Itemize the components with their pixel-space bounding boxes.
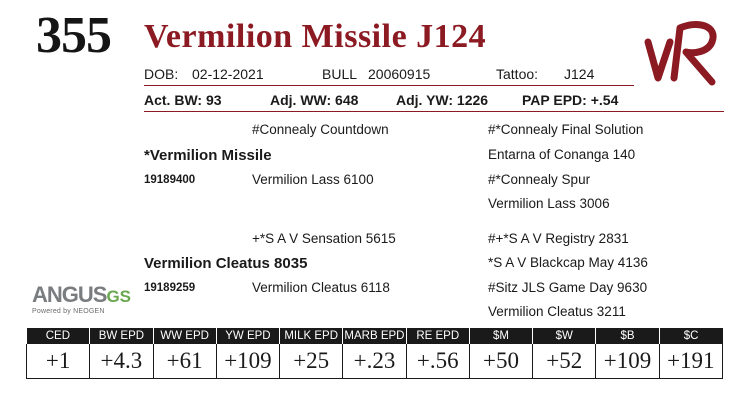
epd-header-5: MARB EPD [342, 328, 407, 344]
ggp-4: Vermilion Lass 3006 [488, 196, 610, 211]
epd-header-10: $C [658, 328, 723, 344]
epd-header-0: CED [26, 328, 90, 344]
epd-header-7: $M [468, 328, 533, 344]
dob-label: DOB: [144, 66, 179, 82]
ggp-6: *S A V Blackcap May 4136 [488, 255, 648, 270]
angus-gs-logo: ANGUSGS Powered by NEOGEN [32, 282, 132, 322]
epd-header-3: YW EPD [215, 328, 280, 344]
epd-header-9: $B [595, 328, 660, 344]
epd-value-5: +.23 [342, 344, 407, 379]
epd-value-6: +.56 [405, 344, 470, 379]
sire-sire: #Connealy Countdown [252, 122, 389, 137]
epd-header-1: BW EPD [89, 328, 154, 344]
ggp-2: Entarna of Conanga 140 [488, 147, 636, 162]
sire-reg: 19189400 [144, 174, 196, 186]
powered-by-text: Powered by NEOGEN [32, 308, 105, 315]
epd-value-0: +1 [25, 344, 90, 379]
lot-number: 355 [36, 7, 112, 64]
ggp-8: Vermilion Cleatus 3211 [488, 304, 626, 319]
dob-value: 02-12-2021 [192, 66, 264, 82]
adjusted-ww: Adj. WW: 648 [270, 92, 359, 108]
sire-name: *Vermilion Missile [144, 147, 272, 164]
epd-header-row: CED BW EPD WW EPD YW EPD MILK EPD MARB EPD RE … [26, 328, 723, 344]
epd-value-9: +109 [595, 344, 660, 379]
weights-row: Act. BW: 93 Adj. WW: 648 Adj. YW: 1226 P… [144, 90, 724, 112]
angus-logo-text: ANGUS [32, 282, 107, 307]
birth-info-row: DOB: 02-12-2021 BULL 20060915 Tattoo: J1… [144, 64, 634, 86]
dam-sire: +*S A V Sensation 5615 [252, 231, 396, 246]
sire-dam: Vermilion Lass 6100 [252, 172, 374, 187]
epd-value-10: +191 [658, 344, 724, 379]
dam-reg: 19189259 [144, 282, 196, 294]
dam-dam: Vermilion Cleatus 6118 [252, 280, 390, 295]
ggp-7: #Sitz JLS Game Day 9630 [488, 280, 648, 295]
gs-logo-text: GS [106, 287, 132, 306]
animal-name: Vermilion Missile J124 [144, 18, 487, 55]
registration-number: 20060915 [368, 66, 431, 82]
adjusted-yw: Adj. YW: 1226 [396, 92, 489, 108]
vr-brand-logo [644, 21, 717, 86]
epd-value-1: +4.3 [89, 344, 154, 379]
ggp-3: #*Connealy Spur [488, 172, 591, 187]
epd-header-4: MILK EPD [279, 328, 343, 344]
ggp-5: #+*S A V Registry 2831 [488, 231, 629, 246]
tattoo-label: Tattoo: [496, 66, 539, 82]
epd-value-7: +50 [468, 344, 533, 379]
epd-header-8: $W [532, 328, 596, 344]
epd-header-6: RE EPD [405, 328, 470, 344]
epd-value-4: +25 [279, 344, 343, 379]
ggp-1: #*Connealy Final Solution [488, 122, 644, 137]
tattoo-value: J124 [564, 66, 595, 82]
actual-bw: Act. BW: 93 [144, 92, 222, 108]
dam-name: Vermilion Cleatus 8035 [144, 255, 308, 272]
epd-table: CED BW EPD WW EPD YW EPD MILK EPD MARB EPD RE … [25, 328, 724, 379]
epd-value-row: +1 +4.3 +61 +109 +25 +.23 +.56 +50 +52 +109 +191 [25, 344, 724, 379]
pap-epd: PAP EPD: +.54 [522, 92, 619, 108]
epd-value-8: +52 [532, 344, 596, 379]
epd-value-2: +61 [152, 344, 217, 379]
sex-label: BULL [322, 66, 358, 82]
epd-header-2: WW EPD [152, 328, 217, 344]
epd-value-3: +109 [215, 344, 280, 379]
